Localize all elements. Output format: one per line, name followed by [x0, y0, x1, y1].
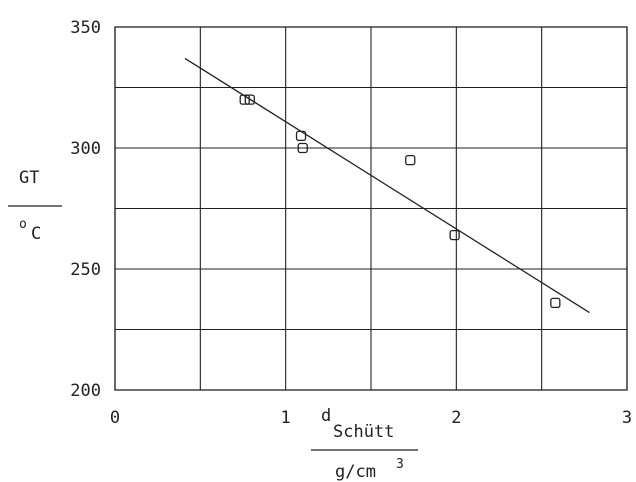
- data-point: [244, 94, 255, 105]
- grid-lines: [114, 26, 628, 391]
- data-point: [449, 229, 460, 241]
- data-point: [550, 297, 561, 309]
- y-tick-label: 200: [70, 381, 101, 401]
- y-label-unit: C: [31, 224, 41, 244]
- data-point: [297, 142, 308, 154]
- y-tick-labels: 200 250 300 350: [70, 18, 101, 401]
- y-axis-label: GT o C: [8, 168, 62, 244]
- trend-line: [184, 57, 590, 314]
- x-tick-label: 0: [110, 408, 120, 428]
- y-tick-label: 350: [70, 18, 101, 38]
- y-label-main: GT: [19, 168, 39, 188]
- x-label-subscript: Schütt: [333, 422, 394, 442]
- x-label-unit-sup: 3: [396, 457, 404, 472]
- x-tick-labels: 0 1 2 3: [110, 408, 632, 428]
- x-label-main: d: [321, 406, 331, 426]
- y-label-unit-sup: o: [19, 217, 27, 232]
- x-axis-label: d Schütt g/cm 3: [311, 406, 418, 482]
- x-tick-label: 3: [622, 408, 632, 428]
- x-tick-label: 1: [281, 408, 291, 428]
- y-tick-label: 300: [70, 139, 101, 159]
- data-points: [239, 94, 561, 309]
- y-tick-label: 250: [70, 260, 101, 280]
- data-point: [295, 130, 307, 142]
- data-point: [405, 154, 416, 166]
- x-label-unit: g/cm: [335, 462, 376, 482]
- x-tick-label: 2: [451, 408, 461, 428]
- plot-frame: [114, 26, 628, 391]
- data-point: [239, 94, 250, 105]
